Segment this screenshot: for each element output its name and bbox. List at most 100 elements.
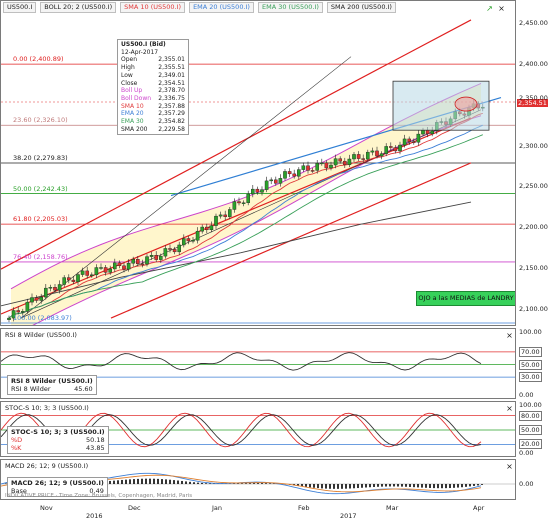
candle-body [431, 131, 434, 134]
candle-body [325, 163, 328, 168]
candle-body [302, 166, 305, 170]
close-icon[interactable]: × [505, 331, 514, 340]
macd-histogram-bar [433, 484, 435, 488]
macd-histogram-bar [173, 480, 175, 484]
macd-histogram-bar [429, 484, 431, 488]
macd-histogram-bar [385, 484, 387, 487]
macd-histogram-bar [421, 484, 423, 488]
month-mar: Mar [386, 504, 398, 512]
macd-histogram-bar [269, 483, 271, 484]
candle-body [283, 171, 286, 178]
price-scale-label: 2,150.00 [519, 264, 548, 272]
candle-body [320, 163, 323, 164]
candle-body [375, 151, 378, 156]
tooltip-value: 2,357.88 [158, 103, 185, 111]
tooltip-value: 2,378.70 [158, 87, 185, 95]
macd-histogram-bar [425, 484, 427, 488]
fib-level-label: 100.00 (2,083.97) [13, 314, 72, 322]
candle-body [150, 255, 153, 256]
month-dec: Dec [128, 504, 141, 512]
candle-body [297, 170, 300, 177]
candle-body [279, 178, 282, 183]
tooltip-date: 12-Apr-2017 [121, 49, 185, 57]
candle-body [168, 248, 171, 249]
price-scale-label: 2,100.00 [519, 305, 548, 313]
candle-body [371, 151, 374, 152]
candle-body [339, 159, 342, 162]
candle-body [164, 248, 167, 256]
candle-body [412, 142, 415, 143]
tooltip-key: Open [121, 56, 137, 64]
candle-body [67, 278, 70, 280]
macd-histogram-bar [261, 483, 263, 484]
candle-body [155, 255, 158, 259]
candle-body [260, 190, 263, 193]
candle-body [366, 152, 369, 159]
stoch-k-value: 43.85 [86, 444, 105, 452]
stoch-panel[interactable]: STOC-S 10; 3; 3 (US500.I) STOC-S 10; 3; … [0, 401, 516, 457]
macd-histogram-bar [409, 484, 411, 487]
x-axis: Nov Dec Jan Feb Mar Apr 2016 2017 [0, 500, 516, 519]
candle-body [348, 159, 351, 165]
tooltip-key: Low [121, 72, 133, 80]
oscillator-scale-label: 0.00 [519, 449, 533, 457]
candle-body [21, 311, 24, 312]
candle-body [136, 259, 139, 264]
candle-body [408, 139, 411, 142]
candle-body [421, 130, 424, 134]
candle-body [127, 263, 130, 269]
tooltip-value: 2,355.51 [158, 64, 185, 72]
fib-level-label: 76.40 (2,158.76) [13, 253, 68, 261]
macd-histogram-bar [177, 481, 179, 484]
macd-histogram-bar [449, 484, 451, 488]
macd-histogram-bar [469, 484, 471, 486]
tooltip-key: High [121, 64, 135, 72]
candle-body [44, 288, 47, 297]
candle-body [205, 227, 208, 230]
highlight-ellipse [455, 97, 477, 111]
candle-body [53, 287, 56, 290]
tooltip-key: EMA 20 [121, 110, 144, 118]
macd-panel[interactable]: MACD 26; 12; 9 (US500.I) MACD 26; 12; 9 … [0, 459, 516, 500]
candle-body [385, 146, 388, 153]
candle-body [182, 239, 185, 245]
fib-level-label: 0.00 (2,400.89) [13, 55, 64, 63]
candle-body [210, 226, 213, 230]
candle-body [311, 170, 314, 171]
candle-body [403, 139, 406, 145]
macd-histogram-bar [141, 479, 143, 484]
month-nov: Nov [40, 504, 53, 512]
fib-level-label: 61.80 (2,205.03) [13, 215, 68, 223]
macd-box-title: MACD 26; 12; 9 (US500.I) [11, 479, 104, 487]
candle-body [256, 189, 259, 192]
candle-body [113, 263, 116, 269]
oscillator-scale-label: 50.00 [519, 360, 542, 370]
macd-histogram-bar [253, 483, 255, 484]
candle-body [118, 263, 121, 266]
candle-body [394, 148, 397, 151]
macd-histogram-bar [245, 483, 247, 484]
candle-body [219, 215, 222, 216]
candle-body [343, 161, 346, 165]
macd-histogram-bar [113, 481, 115, 484]
candle-body [426, 130, 429, 134]
rsi-panel[interactable]: RSI 8 Wilder (US500.I) RSI 8 Wilder (US5… [0, 328, 516, 399]
macd-histogram-bar [369, 484, 371, 487]
price-scale-label: 2,250.00 [519, 182, 548, 190]
tooltip-title: US500.I (Bid) [121, 41, 185, 49]
tooltip-key: Boll Down [121, 95, 151, 103]
stoch-d-value: 50.18 [86, 436, 105, 444]
candle-body [95, 268, 98, 275]
candle-body [352, 154, 355, 159]
candle-body [417, 134, 420, 142]
candle-body [63, 278, 66, 285]
close-icon[interactable]: × [505, 404, 514, 413]
macd-histogram-bar [457, 484, 459, 488]
close-icon[interactable]: × [505, 462, 514, 471]
macd-histogram-bar [329, 484, 331, 489]
price-panel[interactable]: US500.I BOLL 20; 2 (US500.I) SMA 10 (US5… [0, 0, 516, 326]
